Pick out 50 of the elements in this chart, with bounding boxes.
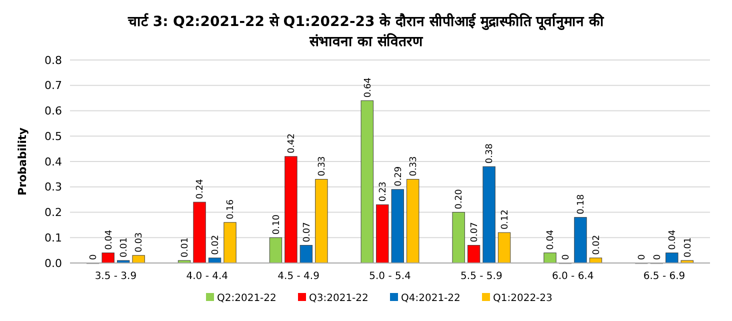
- y-tick-label: 0.2: [44, 206, 62, 220]
- y-tick-label: 0.0: [44, 256, 62, 270]
- data-label: 0.04: [546, 230, 556, 250]
- legend-label: Q3:2021-22: [309, 293, 368, 304]
- x-tick-label: 5.5 - 5.9: [460, 271, 502, 282]
- y-tick-label: 0.3: [44, 180, 62, 194]
- x-tick-label: 3.5 - 3.9: [94, 271, 137, 282]
- y-tick-label: 0.8: [44, 54, 62, 67]
- data-label: 0.16: [226, 199, 236, 220]
- data-label: 0.12: [500, 210, 510, 230]
- data-label: 0.07: [470, 222, 480, 242]
- data-label: 0.02: [592, 234, 602, 255]
- data-label: 0: [89, 254, 100, 260]
- data-label: 0.04: [104, 230, 114, 250]
- y-tick-label: 0.4: [44, 155, 62, 168]
- data-label: 0.29: [394, 166, 404, 186]
- data-label: 0.01: [683, 237, 694, 258]
- data-label: 0.03: [134, 232, 145, 252]
- y-tick-label: 0.7: [44, 79, 62, 92]
- x-tick-label: 4.5 - 4.9: [278, 271, 320, 282]
- data-label: 0.38: [485, 143, 496, 164]
- data-label: 0.04: [668, 230, 678, 250]
- data-label: 0: [638, 254, 648, 260]
- x-tick-label: 6.5 - 6.9: [643, 271, 686, 282]
- data-label: 0.01: [119, 237, 130, 258]
- data-label: 0.07: [302, 222, 312, 242]
- legend-label: Q4:2021-22: [401, 293, 460, 304]
- data-label: 0.01: [180, 237, 190, 258]
- data-label: 0: [652, 254, 663, 260]
- data-label: 0.64: [363, 77, 374, 98]
- legend-label: Q2:2021-22: [217, 293, 276, 304]
- data-label: 0: [561, 254, 572, 260]
- data-label: 0.33: [318, 156, 328, 176]
- data-label: 0.02: [210, 234, 221, 255]
- y-axis-title: Probability: [16, 128, 29, 196]
- x-tick-label: 5.0 - 5.4: [369, 271, 411, 282]
- y-tick-label: 0.1: [44, 231, 62, 244]
- data-label: 0.42: [287, 133, 298, 154]
- x-tick-label: 6.0 - 6.4: [552, 271, 594, 282]
- data-label: 0.33: [409, 156, 420, 176]
- y-tick-label: 0.5: [44, 130, 62, 143]
- data-label: 0.18: [576, 194, 587, 214]
- chart-title: चार्ट 3: Q2:2021-22 से Q1:2022-23 के दौरान सीपीआई मुद्रास्फीति पूर्वानुमान की संभावना का संवितरण: [126, 13, 606, 50]
- data-label: 0.24: [196, 178, 206, 200]
- data-label: 0.20: [454, 188, 465, 210]
- legend-label: Q1:2022-23: [493, 293, 552, 304]
- data-label: 0.23: [378, 182, 389, 202]
- x-tick-label: 4.0 - 4.4: [186, 271, 228, 282]
- y-tick-label: 0.6: [44, 104, 62, 118]
- data-label: 0.10: [272, 214, 282, 235]
